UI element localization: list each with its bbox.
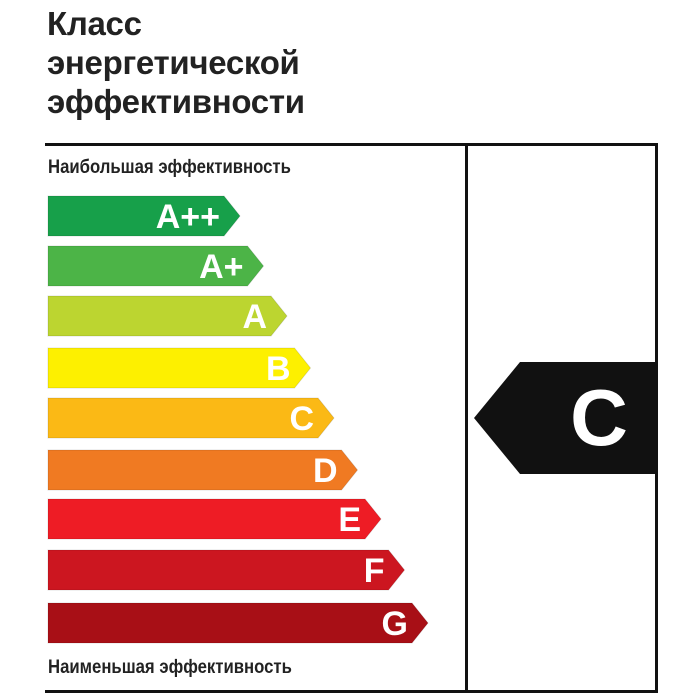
- bar-arrow-shape: [47, 195, 241, 237]
- label-title: Класс энергетической эффективности: [47, 4, 305, 121]
- energy-class-label: D: [312, 452, 338, 490]
- rating-arrow-shape: [474, 362, 658, 474]
- frame-divider: [465, 143, 468, 693]
- energy-class-label: E: [338, 501, 361, 539]
- bar-arrow-shape: [47, 347, 312, 389]
- bar-arrow-shape: [47, 449, 359, 491]
- energy-class-label: C: [289, 400, 314, 438]
- rating-indicator: C: [474, 362, 658, 474]
- frame-bottom-border: [45, 690, 658, 693]
- energy-class-label: A++: [155, 198, 220, 236]
- energy-class-label: A: [242, 298, 267, 336]
- least-efficient-caption: Наименьшая эффективность: [48, 657, 292, 678]
- energy-class-label: A+: [199, 248, 244, 286]
- title-line: эффективности: [47, 83, 305, 120]
- title-line: Класс: [47, 5, 142, 42]
- bar-arrow-shape: [47, 397, 335, 439]
- bar-arrow-shape: [47, 602, 429, 644]
- title-line: энергетической: [47, 44, 300, 81]
- bar-arrow-shape: [47, 498, 382, 540]
- most-efficient-caption: Наибольшая эффективность: [48, 157, 291, 178]
- energy-class-label: B: [265, 350, 291, 388]
- bar-arrow-shape: [47, 295, 288, 337]
- energy-class-label: F: [363, 552, 385, 590]
- energy-class-label: G: [381, 605, 408, 643]
- bar-arrow-shape: [47, 245, 265, 287]
- frame-top-border: [45, 143, 658, 146]
- bar-arrow-shape: [47, 549, 406, 591]
- rating-label: C: [570, 373, 628, 462]
